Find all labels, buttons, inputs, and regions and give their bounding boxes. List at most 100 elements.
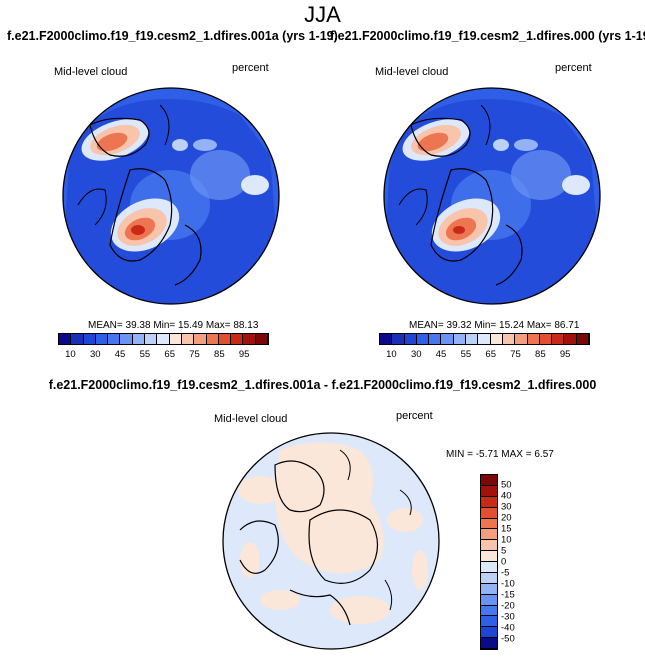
panel-2-units-label: percent <box>555 62 592 74</box>
colorbar-swatch <box>481 572 497 584</box>
colorbar-swatch <box>132 334 146 344</box>
panel-1-colorbar-labels: 10 30 45 55 65 75 85 95 <box>58 349 269 361</box>
colorbar-swatch <box>481 540 497 552</box>
colorbar-swatch <box>416 334 430 344</box>
colorbar-swatch <box>466 334 479 344</box>
colorbar-tick-label: -15 <box>501 589 515 601</box>
panel-2-stats: MEAN= 39.32 Min= 15.24 Max= 86.71 <box>409 320 580 331</box>
colorbar-tick-label: -10 <box>501 578 515 590</box>
colorbar-swatch <box>527 334 540 344</box>
colorbar-swatch <box>145 334 158 344</box>
diff-stats: MIN = -5.71 MAX = 6.57 <box>446 449 554 460</box>
colorbar-tick-label: 30 <box>89 349 101 360</box>
colorbar-tick-label: 45 <box>435 349 447 360</box>
colorbar-swatch <box>481 496 497 508</box>
colorbar-swatch <box>194 334 207 344</box>
colorbar-tick-label: 85 <box>535 349 546 360</box>
colorbar-swatch <box>108 334 121 344</box>
colorbar-swatch <box>481 583 497 595</box>
colorbar-swatch <box>453 334 467 344</box>
colorbar-tick-label: 10 <box>501 534 512 546</box>
colorbar-swatch <box>218 334 232 344</box>
colorbar-tick-label: 30 <box>501 501 512 513</box>
panel-1-stats: MEAN= 39.38 Min= 15.49 Max= 88.13 <box>88 320 259 331</box>
panel-1-colorbar <box>58 333 269 345</box>
colorbar-tick-label: -50 <box>501 633 515 645</box>
colorbar-swatch <box>169 334 182 344</box>
colorbar-swatch <box>392 334 405 344</box>
colorbar-tick-label: 10 <box>386 349 397 360</box>
diff-colorbar-labels: 50 40 30 20 15 10 5 0 -5 -10 -15 -20 -30 -40 -50 <box>501 474 531 650</box>
colorbar-swatch <box>478 334 491 344</box>
colorbar-swatch <box>404 334 417 344</box>
colorbar-tick-label: 20 <box>501 512 512 524</box>
colorbar-swatch <box>380 334 393 344</box>
colorbar-swatch <box>481 551 497 562</box>
colorbar-swatch <box>429 334 442 344</box>
panel-2-colorbar <box>379 333 590 345</box>
colorbar-tick-label: 85 <box>214 349 225 360</box>
figure-title: JJA <box>304 2 341 27</box>
panel-2-variable-label: Mid-level cloud <box>375 66 449 78</box>
colorbar-swatch <box>502 334 516 344</box>
colorbar-tick-label: 75 <box>189 349 200 360</box>
colorbar-swatch <box>59 334 72 344</box>
colorbar-tick-label: 5 <box>501 545 507 557</box>
panel-1-case-title: f.e21.F2000climo.f19_f19.cesm2_1.dfires.… <box>7 29 338 43</box>
colorbar-swatch <box>539 334 553 344</box>
colorbar-swatch <box>441 334 454 344</box>
panel-1-units-label: percent <box>232 62 269 74</box>
diff-variable-label: Mid-level cloud <box>214 413 288 425</box>
colorbar-swatch <box>481 627 497 639</box>
panel-1-polar-map <box>62 87 280 305</box>
colorbar-tick-label: 65 <box>485 349 496 360</box>
colorbar-swatch <box>95 334 109 344</box>
diff-case-title: f.e21.F2000climo.f19_f19.cesm2_1.dfires.… <box>48 378 597 392</box>
colorbar-tick-label: 95 <box>559 349 571 360</box>
colorbar-swatch <box>515 334 528 344</box>
panel-1-variable-label: Mid-level cloud <box>54 66 128 78</box>
diff-colorbar <box>480 474 498 650</box>
colorbar-tick-label: 15 <box>501 523 512 535</box>
colorbar-swatch <box>181 334 195 344</box>
colorbar-swatch <box>481 638 497 649</box>
colorbar-tick-label: -40 <box>501 622 515 634</box>
colorbar-swatch <box>481 562 497 573</box>
colorbar-tick-label: 50 <box>501 479 512 491</box>
colorbar-swatch <box>157 334 170 344</box>
colorbar-tick-label: 55 <box>139 349 151 360</box>
diff-polar-map <box>222 432 440 650</box>
colorbar-swatch <box>481 594 497 606</box>
colorbar-swatch <box>481 529 497 541</box>
colorbar-tick-label: -30 <box>501 611 515 623</box>
colorbar-tick-label: -20 <box>501 600 515 612</box>
panel-2-polar-map <box>383 87 601 305</box>
diff-units-label: percent <box>396 410 433 422</box>
colorbar-swatch <box>243 334 256 344</box>
colorbar-swatch <box>564 334 577 344</box>
colorbar-swatch <box>71 334 84 344</box>
colorbar-swatch <box>206 334 219 344</box>
colorbar-tick-label: 45 <box>114 349 126 360</box>
colorbar-swatch <box>83 334 96 344</box>
panel-2-colorbar-labels: 10 30 45 55 65 75 85 95 <box>379 349 590 361</box>
colorbar-swatch <box>231 334 244 344</box>
colorbar-swatch <box>481 485 497 497</box>
colorbar-tick-label: 75 <box>510 349 521 360</box>
colorbar-tick-label: -5 <box>501 567 510 579</box>
colorbar-swatch <box>481 605 497 617</box>
colorbar-tick-label: 30 <box>410 349 422 360</box>
colorbar-swatch <box>481 518 497 530</box>
colorbar-tick-label: 10 <box>65 349 76 360</box>
colorbar-tick-label: 0 <box>501 556 507 568</box>
colorbar-swatch <box>481 507 497 519</box>
colorbar-tick-label: 55 <box>460 349 472 360</box>
panel-2-case-title: f.e21.F2000climo.f19_f19.cesm2_1.dfires.… <box>330 29 645 43</box>
colorbar-tick-label: 95 <box>238 349 250 360</box>
colorbar-swatch <box>576 334 590 344</box>
colorbar-swatch <box>490 334 503 344</box>
colorbar-swatch <box>481 475 497 486</box>
colorbar-swatch <box>552 334 565 344</box>
colorbar-tick-label: 40 <box>501 490 512 502</box>
colorbar-swatch <box>255 334 269 344</box>
